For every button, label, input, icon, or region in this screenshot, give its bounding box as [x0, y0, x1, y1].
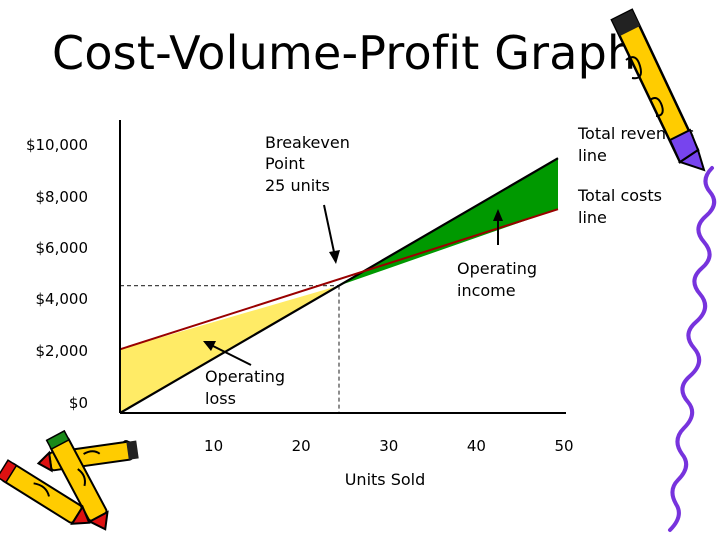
breakeven-arrowhead	[329, 250, 340, 264]
squiggle-line-icon	[668, 166, 717, 532]
operating-income-annotation: Operating income	[457, 209, 537, 300]
x-tick-label: 40	[467, 437, 486, 455]
y-tick-label: $10,000	[26, 136, 88, 154]
pencil-icon	[610, 8, 706, 172]
breakeven-annotation: Breakeven Point 25 units	[265, 133, 350, 264]
breakeven-label-line2: Point	[265, 154, 305, 173]
operating-loss-arrowhead	[203, 341, 216, 351]
y-tick-label: $6,000	[36, 239, 89, 257]
y-tick-label: $0	[69, 394, 88, 412]
x-tick-label: 50	[554, 437, 573, 455]
y-tick-label: $2,000	[36, 342, 89, 360]
operating-income-label-line1: Operating	[457, 259, 537, 278]
cost-label-line1: Total costs	[577, 186, 662, 205]
total-revenues-line	[119, 157, 559, 414]
operating-income-label-line2: income	[457, 281, 516, 300]
x-tick-label: 20	[292, 437, 311, 455]
operating-loss-annotation: Operating loss	[203, 341, 285, 408]
cost-label-line2: line	[578, 208, 607, 227]
x-tick-label: 10	[204, 437, 223, 455]
breakeven-label-line1: Breakeven	[265, 133, 350, 152]
breakeven-label-line3: 25 units	[265, 176, 330, 195]
total-costs-line	[119, 208, 559, 351]
slide-title: Cost-Volume-Profit Graph	[52, 26, 637, 80]
x-axis-title: Units Sold	[345, 470, 426, 489]
operating-loss-arrow	[212, 345, 252, 366]
tick-labels: 01020304050$0$2,000$4,000$6,000$8,000$10…	[26, 136, 574, 455]
breakeven-arrow	[323, 204, 335, 253]
y-tick-label: $8,000	[36, 188, 89, 206]
x-tick-label: 30	[379, 437, 398, 455]
operating-loss-label-line2: loss	[205, 389, 236, 408]
crayons-icon	[0, 429, 139, 531]
revenue-label-line2: line	[578, 146, 607, 165]
y-tick-label: $4,000	[36, 290, 89, 308]
operating-income-arrowhead	[493, 209, 503, 221]
cost-line-label: Total costs line	[577, 186, 662, 227]
operating-loss-label-line1: Operating	[205, 367, 285, 386]
